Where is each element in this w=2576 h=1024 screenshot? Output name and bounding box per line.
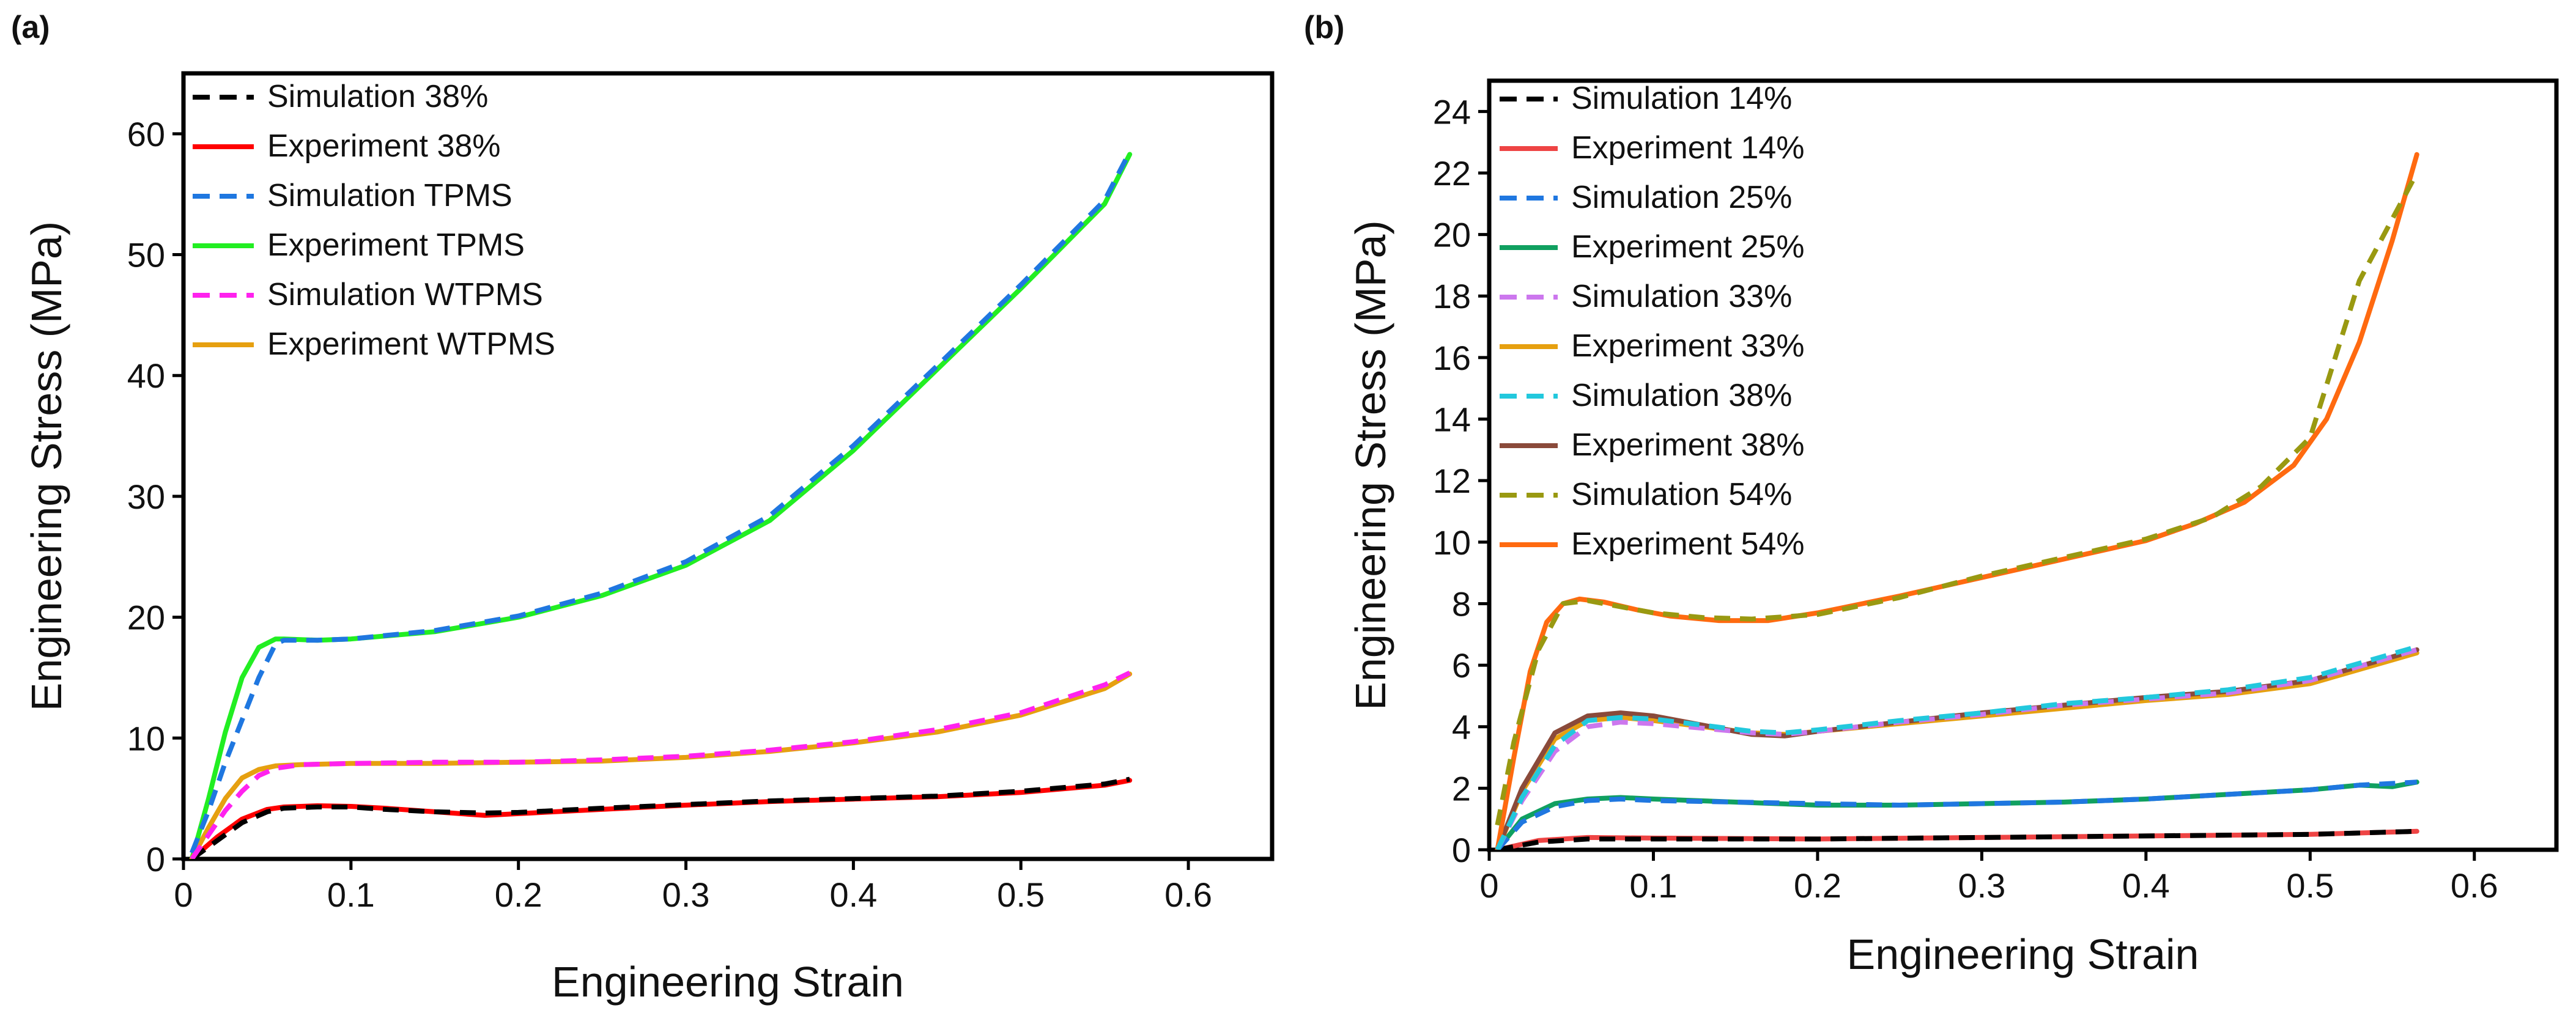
x-axis-title: Engineering Strain: [1847, 930, 2199, 978]
plot-frame: [181, 71, 1275, 861]
plot-frame: [1487, 78, 2559, 852]
y-tick-label: 40: [127, 356, 165, 395]
y-tick-label: 18: [1433, 277, 1471, 315]
x-tick-label: 0.3: [662, 875, 710, 914]
series-line-simulation-33-: [1495, 647, 2418, 850]
y-tick-label: 24: [1433, 92, 1471, 131]
series-line-simulation-wtpms: [190, 670, 1131, 859]
y-tick-label: 10: [1433, 523, 1471, 562]
x-tick-label: 0: [174, 875, 193, 914]
chart-panel-a: (a) 0 0.1 0.2 0.3 0.4 0.5 0.6 0 10 20 30 40 50 60 Engin…: [11, 10, 1275, 1006]
x-tick-label: 0.6: [2451, 866, 2498, 905]
x-tick-label: 0.1: [327, 875, 375, 914]
y-tick-label: 2: [1452, 769, 1471, 808]
x-tick-label: 0.5: [997, 875, 1045, 914]
legend-label: Experiment WTPMS: [267, 326, 555, 362]
y-tick-label: 14: [1433, 400, 1471, 439]
y-tick-label: 30: [127, 477, 165, 516]
y-tick-label: 20: [1433, 216, 1471, 254]
legend-label: Simulation 38%: [267, 79, 488, 114]
series-line-simulation-38-: [190, 776, 1130, 859]
panel-label: (a): [11, 10, 50, 45]
y-tick-label: 60: [127, 115, 165, 153]
x-tick-label: 0.6: [1164, 875, 1212, 914]
legend-label: Simulation 54%: [1571, 477, 1792, 512]
y-tick-label: 50: [127, 236, 165, 274]
y-tick-label: 8: [1452, 584, 1471, 623]
panel-label: (b): [1304, 10, 1344, 45]
series-line-experiment-38-: [189, 778, 1133, 859]
y-tick-label: 16: [1433, 339, 1471, 377]
x-tick-label: 0.4: [2122, 866, 2170, 905]
legend: Simulation 14% Experiment 14% Simulation 2…: [1500, 81, 1805, 562]
x-tick-label: 0: [1479, 866, 1498, 905]
series-line-simulation-14-: [1497, 828, 2417, 850]
legend-label: Experiment 33%: [1571, 328, 1805, 364]
y-tick-label: 12: [1433, 462, 1471, 500]
y-tick-label: 22: [1433, 154, 1471, 193]
x-tick-label: 0.2: [1794, 866, 1841, 905]
legend: Simulation 38% Experiment 38% Simulation T…: [193, 79, 555, 362]
legend-label: Simulation 25%: [1571, 180, 1792, 215]
y-axis-title: Engineering Stress (MPa): [23, 221, 70, 711]
legend-label: Experiment TPMS: [267, 227, 525, 263]
legend-label: Simulation 14%: [1571, 81, 1792, 116]
y-tick-label: 0: [146, 840, 165, 879]
legend-label: Simulation 33%: [1571, 279, 1792, 314]
legend-label: Experiment 38%: [267, 128, 501, 164]
x-tick-label: 0.4: [829, 875, 877, 914]
legend-label: Experiment 14%: [1571, 130, 1805, 166]
chart-panel-b: (b)0 0.1 0.2 0.3 0.4 0.5 0.6024681012141618202…: [1304, 10, 2559, 978]
legend-label: Experiment 54%: [1571, 526, 1805, 562]
legend-label: Simulation WTPMS: [267, 277, 543, 312]
series-line-simulation-tpms: [189, 150, 1132, 854]
x-tick-label: 0.2: [495, 875, 542, 914]
series-group: [189, 150, 1133, 859]
series-line-simulation-54-: [1495, 172, 2419, 826]
x-tick-label: 0.1: [1630, 866, 1678, 905]
x-axis-title: Engineering Strain: [552, 958, 904, 1006]
series-line-simulation-38-: [1495, 644, 2418, 850]
y-tick-label: 6: [1452, 646, 1471, 685]
series-group: [1495, 152, 2419, 850]
legend-label: Simulation 38%: [1571, 378, 1792, 413]
series-line-experiment-wtpms: [189, 671, 1133, 859]
y-tick-label: 10: [127, 719, 165, 757]
series-line-simulation-25-: [1495, 779, 2418, 850]
y-tick-label: 20: [127, 599, 165, 637]
legend-label: Simulation TPMS: [267, 178, 513, 213]
legend-label: Experiment 38%: [1571, 427, 1805, 463]
y-axis-title: Engineering Stress (MPa): [1347, 220, 1394, 710]
x-tick-label: 0.3: [1958, 866, 2005, 905]
y-tick-label: 4: [1452, 708, 1471, 746]
y-tick-label: 0: [1452, 831, 1471, 869]
x-tick-label: 0.5: [2286, 866, 2334, 905]
legend-label: Experiment 25%: [1571, 229, 1805, 265]
